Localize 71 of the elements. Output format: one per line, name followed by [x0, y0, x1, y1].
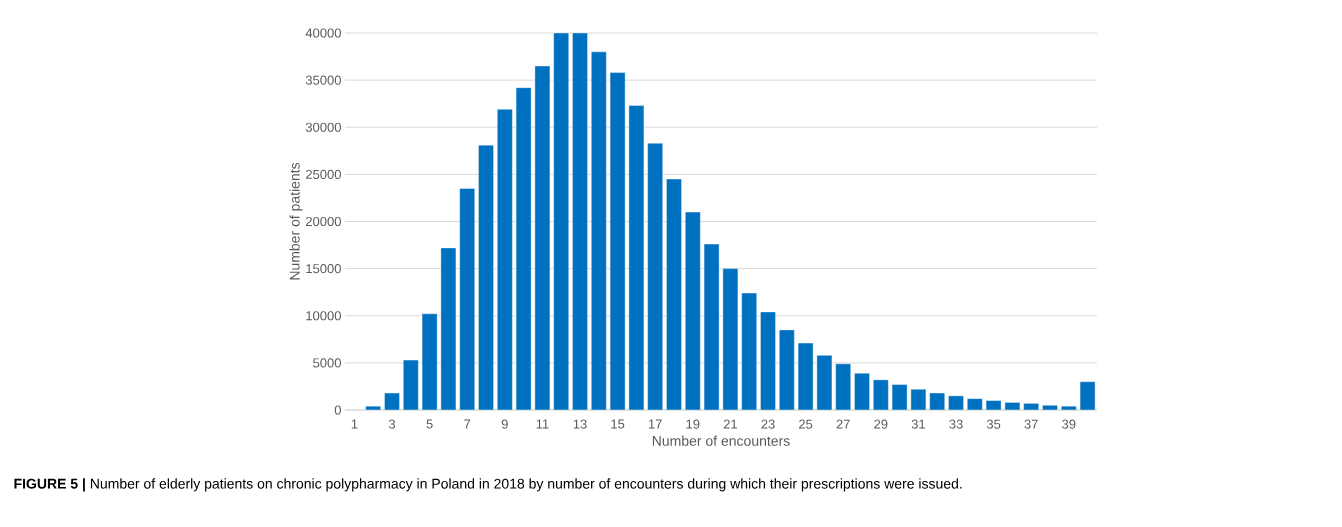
x-tick-label: 39: [1062, 419, 1076, 429]
bar: [722, 268, 739, 411]
bar: [628, 105, 645, 411]
x-tick-label: 25: [799, 419, 813, 429]
bar: [421, 313, 438, 411]
bar: [553, 32, 569, 411]
bar: [440, 247, 457, 411]
y-tick-label: 15000: [306, 264, 341, 274]
y-tick-label: 40000: [305, 28, 341, 38]
bar: [666, 178, 682, 411]
bar: [1061, 406, 1077, 411]
bar: [1004, 402, 1021, 411]
x-tick-label: 11: [536, 419, 549, 429]
bar: [835, 363, 851, 411]
x-tick-label: 35: [986, 419, 1001, 429]
bar: [741, 292, 757, 411]
bar: [647, 143, 663, 411]
bar: [929, 392, 945, 411]
x-axis-title: Number of encounters: [652, 435, 790, 446]
x-tick-label: 29: [874, 419, 888, 429]
bar: [534, 65, 551, 411]
bar: [910, 389, 927, 411]
y-tick-label: 20000: [305, 216, 341, 227]
y-axis-title: Number of patients: [289, 162, 303, 280]
bar: [515, 87, 532, 411]
bar: [1079, 381, 1096, 411]
y-tick-label: 10000: [306, 311, 341, 321]
y-tick-label: 5000: [313, 358, 341, 368]
x-tick-label: 15: [611, 419, 625, 429]
x-tick-label: 7: [464, 419, 471, 429]
x-tick-label: 17: [648, 419, 662, 429]
y-tick-label: 25000: [305, 169, 341, 179]
bar: [1042, 405, 1058, 411]
x-tick-label: 27: [836, 419, 850, 429]
bar: [685, 211, 701, 411]
x-tick-label: 9: [501, 419, 508, 429]
bar: [384, 392, 400, 411]
bar: [572, 32, 588, 411]
x-tick-label: 5: [426, 419, 433, 429]
bar: [873, 379, 889, 411]
bar: [854, 373, 870, 411]
x-tick-label: 23: [761, 419, 775, 429]
bar: [403, 359, 419, 411]
bar: [459, 188, 475, 411]
bar: [1023, 403, 1039, 411]
x-tick-label: 33: [949, 419, 963, 429]
y-tick-label: 30000: [305, 122, 341, 132]
bar: [760, 311, 776, 411]
bar: [703, 243, 720, 411]
bar: [948, 395, 964, 411]
x-tick-label: 13: [573, 419, 587, 429]
y-tick-label: 0: [334, 405, 341, 415]
bar: [609, 72, 626, 411]
x-tick-label: 31: [911, 419, 925, 429]
bar: [797, 342, 814, 411]
x-tick-label: 19: [686, 419, 700, 429]
bar: [478, 144, 494, 411]
bar: [779, 329, 795, 411]
x-tick-label: 21: [723, 419, 737, 429]
bar: [365, 406, 381, 411]
text: FIGURE 5 | Number of elderly patients on chronic polypharmacy in Poland in 2018 by number of encounters during which their prescriptions were issued.: [14, 478, 962, 492]
y-tick-label: 35000: [305, 75, 341, 85]
bar: [985, 400, 1002, 411]
bar: [967, 398, 983, 411]
bar: [497, 109, 513, 411]
bar: [891, 384, 908, 411]
bar: [816, 355, 833, 411]
x-tick-label: 1: [351, 419, 358, 429]
x-tick-label: 3: [388, 419, 396, 429]
bar: [591, 51, 607, 411]
x-tick-label: 37: [1024, 419, 1038, 429]
